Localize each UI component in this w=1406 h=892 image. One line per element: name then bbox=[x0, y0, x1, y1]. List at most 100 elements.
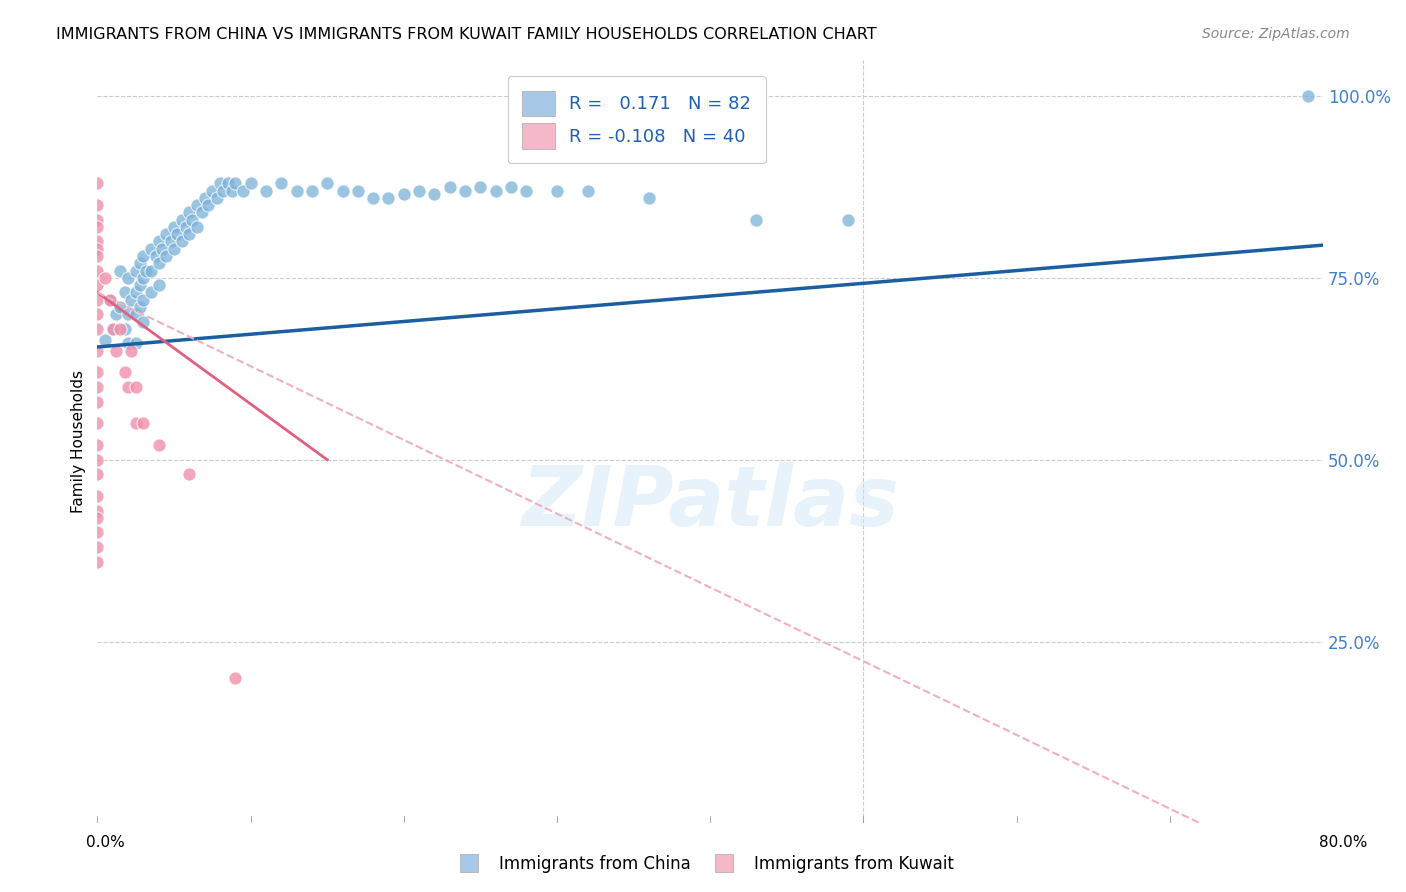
Point bbox=[86, 555, 108, 569]
Point bbox=[86, 278, 108, 293]
Point bbox=[270, 176, 292, 190]
Point bbox=[423, 187, 446, 202]
Point bbox=[254, 184, 277, 198]
Point bbox=[86, 489, 108, 503]
Point bbox=[86, 242, 108, 256]
Point bbox=[1296, 89, 1319, 103]
Point bbox=[439, 180, 461, 194]
Point bbox=[86, 249, 108, 263]
Point bbox=[546, 184, 568, 198]
Point bbox=[361, 191, 384, 205]
Y-axis label: Family Households: Family Households bbox=[72, 370, 86, 513]
Point bbox=[117, 336, 139, 351]
Point bbox=[114, 322, 136, 336]
Point bbox=[197, 198, 219, 212]
Point bbox=[150, 242, 173, 256]
Point bbox=[148, 278, 170, 293]
Text: 0.0%: 0.0% bbox=[86, 836, 125, 850]
Point bbox=[94, 333, 117, 347]
Point bbox=[163, 242, 186, 256]
Point bbox=[117, 380, 139, 394]
Point bbox=[181, 212, 204, 227]
Point bbox=[377, 191, 399, 205]
Point bbox=[332, 184, 354, 198]
Point bbox=[148, 438, 170, 452]
Point bbox=[120, 343, 142, 358]
Point bbox=[94, 270, 117, 285]
Point bbox=[114, 366, 136, 380]
Point bbox=[86, 176, 108, 190]
Point bbox=[239, 176, 262, 190]
Point bbox=[132, 314, 155, 328]
Point bbox=[638, 191, 661, 205]
Point bbox=[174, 219, 197, 234]
Point bbox=[135, 263, 157, 277]
Point bbox=[155, 249, 177, 263]
Point bbox=[576, 184, 599, 198]
Point bbox=[86, 343, 108, 358]
Point bbox=[120, 293, 142, 307]
Point bbox=[124, 336, 146, 351]
Point bbox=[208, 176, 231, 190]
Point bbox=[86, 212, 108, 227]
Point bbox=[408, 184, 430, 198]
Point bbox=[347, 184, 370, 198]
Point bbox=[86, 366, 108, 380]
Point bbox=[232, 184, 254, 198]
Point bbox=[145, 249, 167, 263]
Point bbox=[470, 180, 492, 194]
Point bbox=[224, 176, 246, 190]
Point bbox=[124, 285, 146, 300]
Point bbox=[86, 263, 108, 277]
Text: ZIPatlas: ZIPatlas bbox=[522, 462, 900, 543]
Point bbox=[139, 285, 162, 300]
Point bbox=[179, 467, 201, 482]
Point bbox=[139, 242, 162, 256]
Point bbox=[221, 184, 243, 198]
Point bbox=[316, 176, 339, 190]
Point bbox=[104, 343, 127, 358]
Point bbox=[86, 394, 108, 409]
Point bbox=[186, 219, 208, 234]
Point bbox=[224, 671, 246, 685]
Point bbox=[194, 191, 217, 205]
Point bbox=[285, 184, 308, 198]
Point bbox=[212, 184, 235, 198]
Point bbox=[101, 322, 124, 336]
Point bbox=[160, 235, 183, 249]
Point bbox=[179, 227, 201, 242]
Point bbox=[98, 293, 121, 307]
Point bbox=[132, 249, 155, 263]
Point bbox=[155, 227, 177, 242]
Legend: R =   0.171   N = 82, R = -0.108   N = 40: R = 0.171 N = 82, R = -0.108 N = 40 bbox=[508, 77, 765, 163]
Point bbox=[86, 219, 108, 234]
Text: Source: ZipAtlas.com: Source: ZipAtlas.com bbox=[1202, 27, 1350, 41]
Text: IMMIGRANTS FROM CHINA VS IMMIGRANTS FROM KUWAIT FAMILY HOUSEHOLDS CORRELATION CH: IMMIGRANTS FROM CHINA VS IMMIGRANTS FROM… bbox=[56, 27, 877, 42]
Point bbox=[129, 256, 152, 270]
Point bbox=[86, 380, 108, 394]
Point bbox=[104, 307, 127, 321]
Point bbox=[86, 293, 108, 307]
Point bbox=[179, 205, 201, 219]
Point bbox=[454, 184, 477, 198]
Point bbox=[86, 235, 108, 249]
Point bbox=[217, 176, 239, 190]
Point bbox=[86, 198, 108, 212]
Point bbox=[129, 278, 152, 293]
Point bbox=[301, 184, 323, 198]
Point bbox=[86, 322, 108, 336]
Point bbox=[392, 187, 415, 202]
Point bbox=[86, 467, 108, 482]
Point bbox=[201, 184, 224, 198]
Point bbox=[124, 380, 146, 394]
Point bbox=[186, 198, 208, 212]
Text: 80.0%: 80.0% bbox=[1319, 836, 1367, 850]
Point bbox=[170, 235, 193, 249]
Point bbox=[132, 417, 155, 431]
Point bbox=[117, 270, 139, 285]
Point bbox=[129, 300, 152, 314]
Point bbox=[110, 263, 132, 277]
Point bbox=[114, 285, 136, 300]
Point bbox=[86, 452, 108, 467]
Point bbox=[485, 184, 508, 198]
